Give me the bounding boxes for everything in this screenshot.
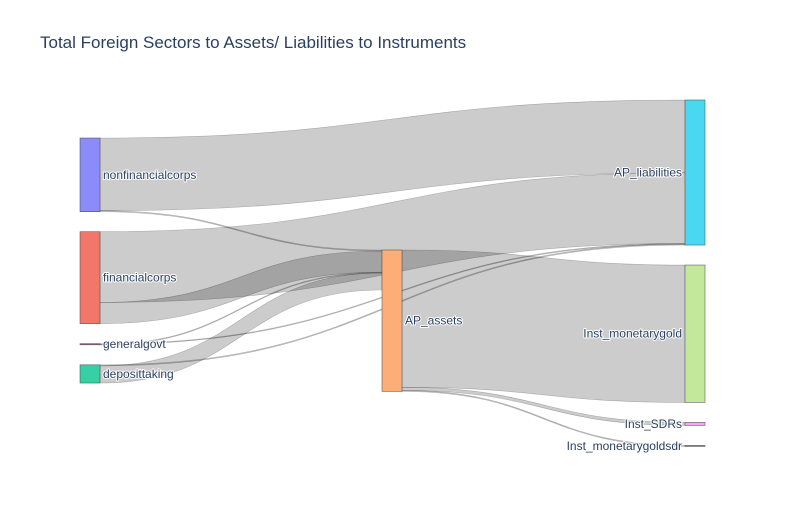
node-Inst_monetarygoldsdr[interactable] xyxy=(684,445,706,447)
labels-layer: nonfinancialcorps financialcorps generalgo… xyxy=(102,165,683,454)
nodes-layer xyxy=(79,99,706,447)
node-label-nonfinancialcorps: nonfinancialcorps xyxy=(103,168,196,182)
node-label-Inst_SDRs: Inst_SDRs xyxy=(625,417,682,431)
node-generalgovt[interactable] xyxy=(79,343,101,346)
node-label-Inst_monetarygold: Inst_monetarygold xyxy=(583,327,682,341)
node-Inst_monetarygold[interactable] xyxy=(684,264,706,403)
node-label-deposittaking: deposittaking xyxy=(103,367,174,381)
node-nonfinancialcorps[interactable] xyxy=(79,137,101,212)
node-label-financialcorps: financialcorps xyxy=(103,271,176,285)
node-label-AP_liabilities: AP_liabilities xyxy=(614,166,682,180)
node-label-Inst_monetarygoldsdr: Inst_monetarygoldsdr xyxy=(567,439,682,453)
node-label-AP_assets: AP_assets xyxy=(405,314,462,328)
node-deposittaking[interactable] xyxy=(79,364,101,384)
node-label-generalgovt: generalgovt xyxy=(103,337,166,351)
node-AP_liabilities[interactable] xyxy=(684,99,706,246)
node-financialcorps[interactable] xyxy=(79,231,101,324)
node-AP_assets[interactable] xyxy=(381,249,403,392)
node-Inst_SDRs[interactable] xyxy=(684,422,706,426)
chart-title: Total Foreign Sectors to Assets/ Liabili… xyxy=(40,33,467,52)
